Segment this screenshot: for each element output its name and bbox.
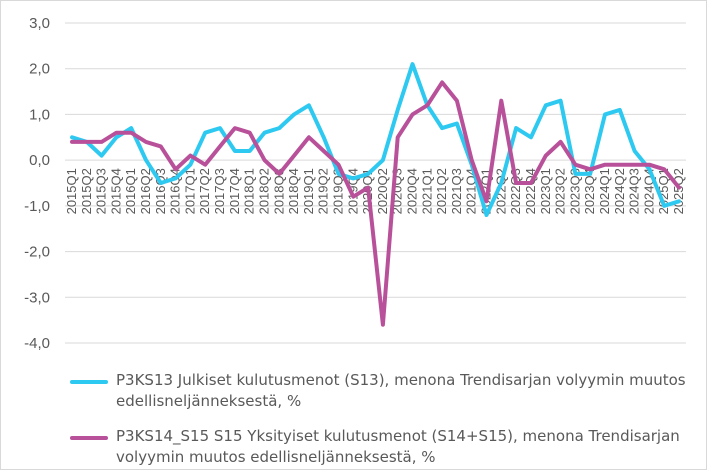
x-tick-label: 2017Q2 [197,168,212,214]
x-tick-label: 2023Q2 [553,168,568,214]
y-tick-label: 2,0 [29,61,50,78]
x-tick-label: 2021Q1 [419,168,434,214]
x-tick-label: 2018Q2 [256,168,271,214]
x-tick-label: 2018Q4 [286,168,301,214]
legend-label: P3KS13 Julkiset kulutusmenot (S13), meno… [116,370,696,412]
legend-swatch [70,380,108,384]
x-tick-label: 2015Q2 [79,168,94,214]
legend-swatch [70,436,108,440]
x-tick-label: 2017Q3 [212,168,227,214]
y-tick-label: -1,0 [24,198,50,215]
y-tick-label: 1,0 [29,106,50,123]
x-tick-label: 2018Q1 [242,168,257,214]
y-tick-label: -3,0 [24,289,50,306]
x-tick-label: 2019Q1 [301,168,316,214]
x-tick-label: 2025Q2 [671,168,686,214]
y-tick-label: 3,0 [29,15,50,32]
x-tick-label: 2023Q1 [538,168,553,214]
x-tick-label: 2017Q1 [182,168,197,214]
x-tick-label: 2024Q1 [597,168,612,214]
x-tick-label: 2021Q3 [449,168,464,214]
x-tick-label: 2017Q4 [227,168,242,214]
y-tick-label: 0,0 [29,152,50,169]
legend-label: P3KS14_S15 S15 Yksityiset kulutusmenot (… [116,426,696,468]
x-tick-label: 2024Q4 [641,168,656,214]
x-tick-label: 2020Q4 [405,168,420,214]
x-tick-label: 2015Q3 [94,168,109,214]
x-tick-label: 2016Q1 [123,168,138,214]
x-tick-label: 2015Q4 [108,168,123,214]
x-tick-label: 2024Q3 [627,168,642,214]
x-tick-label: 2016Q2 [138,168,153,214]
x-tick-label: 2015Q1 [64,168,79,214]
x-tick-label: 2020Q2 [375,168,390,214]
y-tick-label: -4,0 [24,335,50,352]
x-tick-label: 2024Q2 [612,168,627,214]
x-tick-label: 2021Q2 [434,168,449,214]
x-tick-label: 2019Q2 [316,168,331,214]
y-tick-label: -2,0 [24,244,50,261]
